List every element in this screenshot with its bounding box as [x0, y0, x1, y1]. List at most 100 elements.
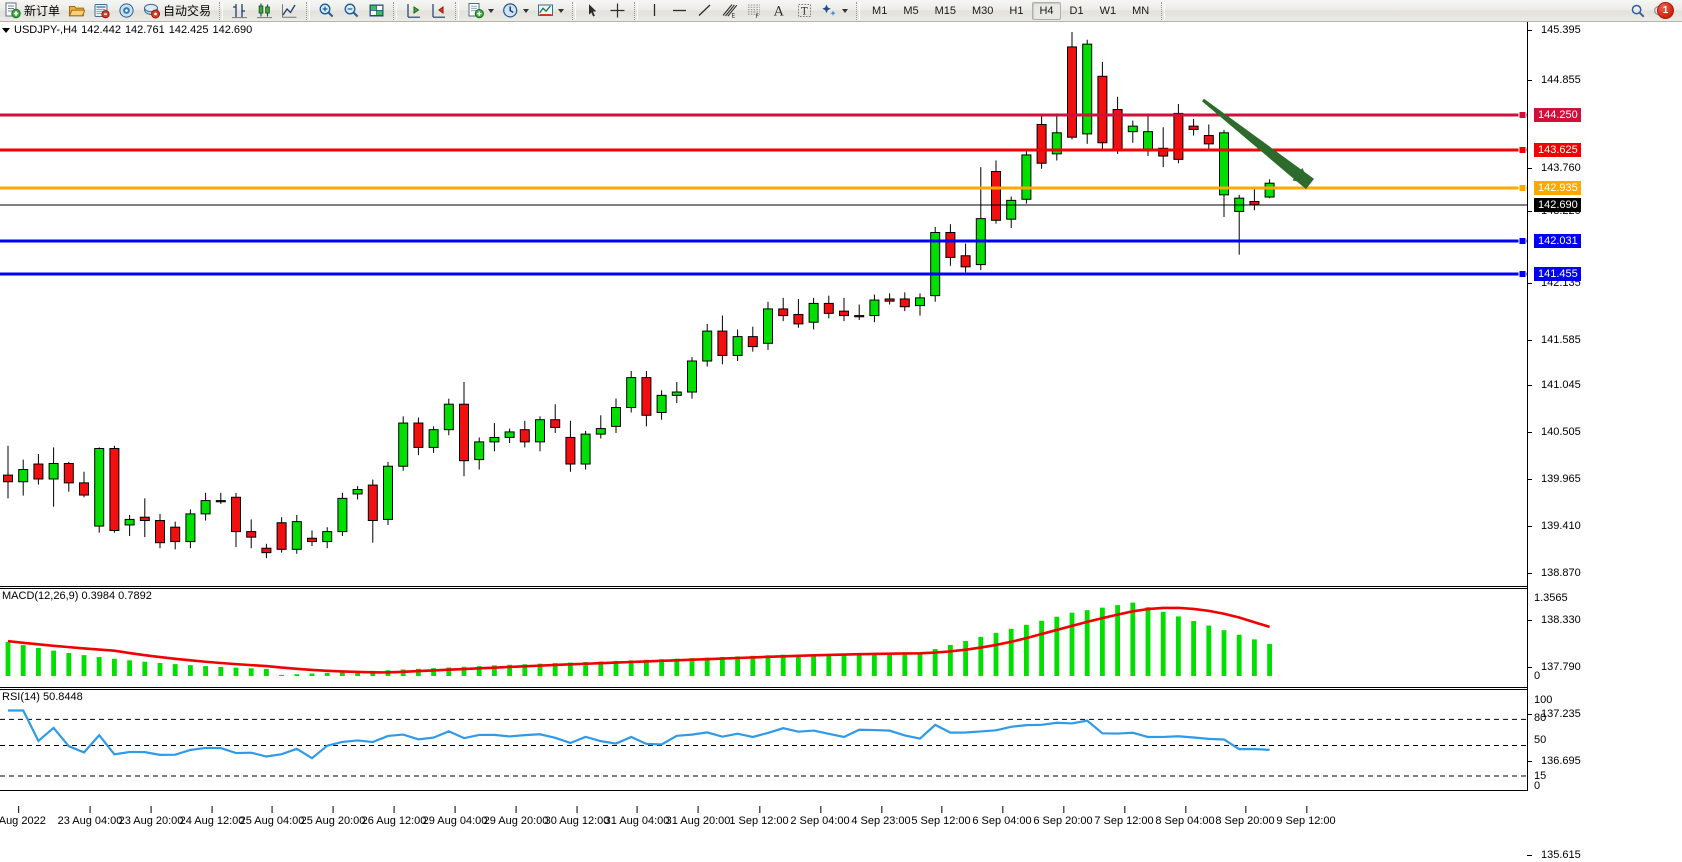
period-button[interactable] — [499, 1, 532, 21]
toolbar-separator-1 — [219, 1, 224, 20]
indicators-icon — [538, 4, 554, 16]
zoom-out-button[interactable] — [340, 1, 363, 21]
timeframe-mn[interactable]: MN — [1132, 4, 1150, 17]
price-tag-resistance-1[interactable]: 144.250 — [1534, 108, 1581, 122]
tile-windows-button[interactable] — [365, 1, 388, 21]
chart-shift-icon — [407, 4, 421, 18]
chevron-down-icon[interactable] — [842, 8, 849, 13]
time-tick-mark — [394, 806, 395, 813]
crosshair-button[interactable] — [606, 1, 629, 21]
bar-chart-button[interactable] — [228, 1, 251, 21]
rsi-axis-label: 80 — [1534, 712, 1547, 724]
price-axis[interactable]: 145.395144.855143.760143.220141.585141.0… — [1527, 22, 1682, 861]
time-tick-label: 31 Aug 04:00 — [605, 806, 669, 827]
time-tick-label: 23 Aug 04:00 — [58, 806, 122, 827]
price-tag-resistance-2[interactable]: 143.625 — [1534, 143, 1581, 157]
indicators-button[interactable] — [534, 1, 567, 21]
cursor-button[interactable] — [581, 1, 604, 21]
folder-button[interactable] — [65, 1, 88, 21]
text-label-button[interactable]: T — [793, 1, 816, 21]
line-chart-icon — [282, 4, 297, 18]
time-tick-label: 1 Sep 12:00 — [729, 806, 789, 827]
price-tick-mark — [1527, 573, 1532, 574]
price-tag-pivot[interactable]: 142.935 — [1534, 181, 1581, 195]
price-tag-last-price[interactable]: 142.690 — [1534, 198, 1581, 212]
chevron-down-icon[interactable] — [558, 8, 565, 13]
price-tag-support-2[interactable]: 141.455 — [1534, 267, 1581, 281]
equidistant-channel-button[interactable]: E — [718, 1, 741, 21]
navigator-button[interactable] — [115, 1, 138, 21]
chart-shift-button[interactable] — [402, 1, 425, 21]
fibonacci-button[interactable]: F — [743, 1, 766, 21]
timeframe-d1[interactable]: D1 — [1069, 4, 1084, 17]
timeframe-m15[interactable]: M15 — [934, 4, 956, 17]
chart-menu-caret-icon[interactable] — [2, 27, 10, 33]
time-tick-label: 5 Sep 12:00 — [911, 806, 971, 827]
line-chart-button[interactable] — [278, 1, 301, 21]
price-tick-mark — [1527, 211, 1532, 212]
candlestick-chart-button[interactable] — [253, 1, 276, 21]
price-pane[interactable]: USDJPY-,H4 142.442 142.761 142.425 142.6… — [0, 22, 1527, 587]
vertical-line-button[interactable] — [643, 1, 666, 21]
price-tick-mark — [1527, 526, 1532, 527]
timeframe-w1[interactable]: W1 — [1099, 4, 1117, 17]
time-tick-mark — [1063, 806, 1064, 813]
text-button[interactable]: A — [768, 1, 791, 21]
time-tick-mark — [516, 806, 517, 813]
toolbar-separator-6 — [634, 1, 639, 20]
price-tick: 141.585 — [1527, 334, 1682, 347]
price-tick: 135.615 — [1527, 849, 1682, 862]
chevron-down-icon[interactable] — [488, 8, 495, 13]
time-tick-label: 8 Sep 04:00 — [1155, 806, 1215, 827]
chevron-down-icon[interactable] — [523, 8, 530, 13]
rsi-axis-label: 0 — [1534, 780, 1541, 792]
chart-root: USDJPY-,H4 142.442 142.761 142.425 142.6… — [0, 22, 1682, 861]
autotrade-button[interactable]: 自动交易 — [140, 1, 214, 21]
horizontal-line-button[interactable] — [668, 1, 691, 21]
price-tick-label: 139.965 — [1541, 473, 1581, 485]
price-tick: 141.045 — [1527, 379, 1682, 392]
price-tick-mark — [1527, 620, 1532, 621]
auto-scroll-button[interactable] — [427, 1, 450, 21]
price-tick: 136.695 — [1527, 755, 1682, 768]
new-order-icon — [5, 2, 21, 19]
symbol-info-bar: USDJPY-,H4 142.442 142.761 142.425 142.6… — [2, 24, 252, 36]
bar-chart-icon — [232, 4, 248, 19]
rsi-pane[interactable]: RSI(14) 50.8448 — [0, 689, 1527, 791]
time-tick-label: 25 Aug 04:00 — [240, 806, 304, 827]
symbol-name: USDJPY-,H4 — [14, 24, 78, 36]
alerts-button[interactable]: 1 — [1652, 2, 1674, 19]
price-tick-label: 135.615 — [1541, 849, 1581, 861]
shapes-button[interactable] — [818, 1, 851, 21]
time-tick-mark — [212, 806, 213, 813]
search-icon[interactable] — [1630, 3, 1646, 19]
zoom-in-button[interactable] — [315, 1, 338, 21]
timeframe-h4[interactable]: H4 — [1032, 1, 1061, 20]
timeframe-m30[interactable]: M30 — [972, 4, 994, 17]
timeframe-m5[interactable]: M5 — [903, 4, 919, 17]
time-tick-mark — [941, 806, 942, 813]
time-tick-label: 31 Aug 20:00 — [666, 806, 730, 827]
macd-pane[interactable]: MACD(12,26,9) 0.3984 0.7892 — [0, 588, 1527, 688]
price-tick: 139.965 — [1527, 473, 1682, 486]
templates-button[interactable] — [464, 1, 497, 21]
time-tick-mark — [455, 806, 456, 813]
time-tick-mark — [333, 806, 334, 813]
timeframe-h1[interactable]: H1 — [1009, 4, 1024, 17]
price-tick-label: 137.790 — [1541, 661, 1581, 673]
terminal-button[interactable] — [90, 1, 113, 21]
price-tick: 145.395 — [1527, 24, 1682, 37]
time-tick-mark — [698, 806, 699, 813]
price-tick-label: 144.855 — [1541, 74, 1581, 86]
trendline-button[interactable] — [693, 1, 716, 21]
timeframe-m1[interactable]: M1 — [872, 4, 888, 17]
autotrade-icon — [144, 3, 161, 19]
price-tick-label: 136.695 — [1541, 755, 1581, 767]
macd-axis-zero-label: 0 — [1534, 670, 1541, 682]
price-tick-label: 138.870 — [1541, 567, 1581, 579]
price-tag-support-1[interactable]: 142.031 — [1534, 234, 1581, 248]
price-tick-label: 141.045 — [1541, 379, 1581, 391]
rsi-series — [0, 709, 1527, 777]
new-order-button[interactable]: 新订单 — [1, 1, 63, 21]
